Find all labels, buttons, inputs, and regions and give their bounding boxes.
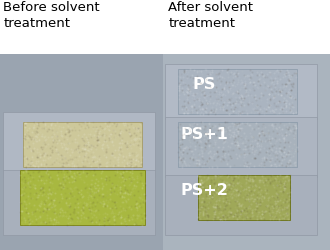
Bar <box>20 170 145 225</box>
Text: PS+1: PS+1 <box>181 126 229 141</box>
Bar <box>3 170 155 235</box>
Bar <box>165 118 317 178</box>
Text: After solvent
treatment: After solvent treatment <box>168 1 253 30</box>
Bar <box>23 122 142 168</box>
Bar <box>165 175 317 235</box>
Bar <box>178 122 297 168</box>
Bar <box>178 70 297 115</box>
Bar <box>0 55 163 250</box>
Bar <box>3 112 155 178</box>
Text: Before solvent
treatment: Before solvent treatment <box>3 1 100 30</box>
Bar <box>198 175 290 220</box>
Bar <box>163 55 330 250</box>
Text: PS+2: PS+2 <box>181 182 229 198</box>
Bar <box>165 65 317 120</box>
Text: PS: PS <box>193 76 216 91</box>
